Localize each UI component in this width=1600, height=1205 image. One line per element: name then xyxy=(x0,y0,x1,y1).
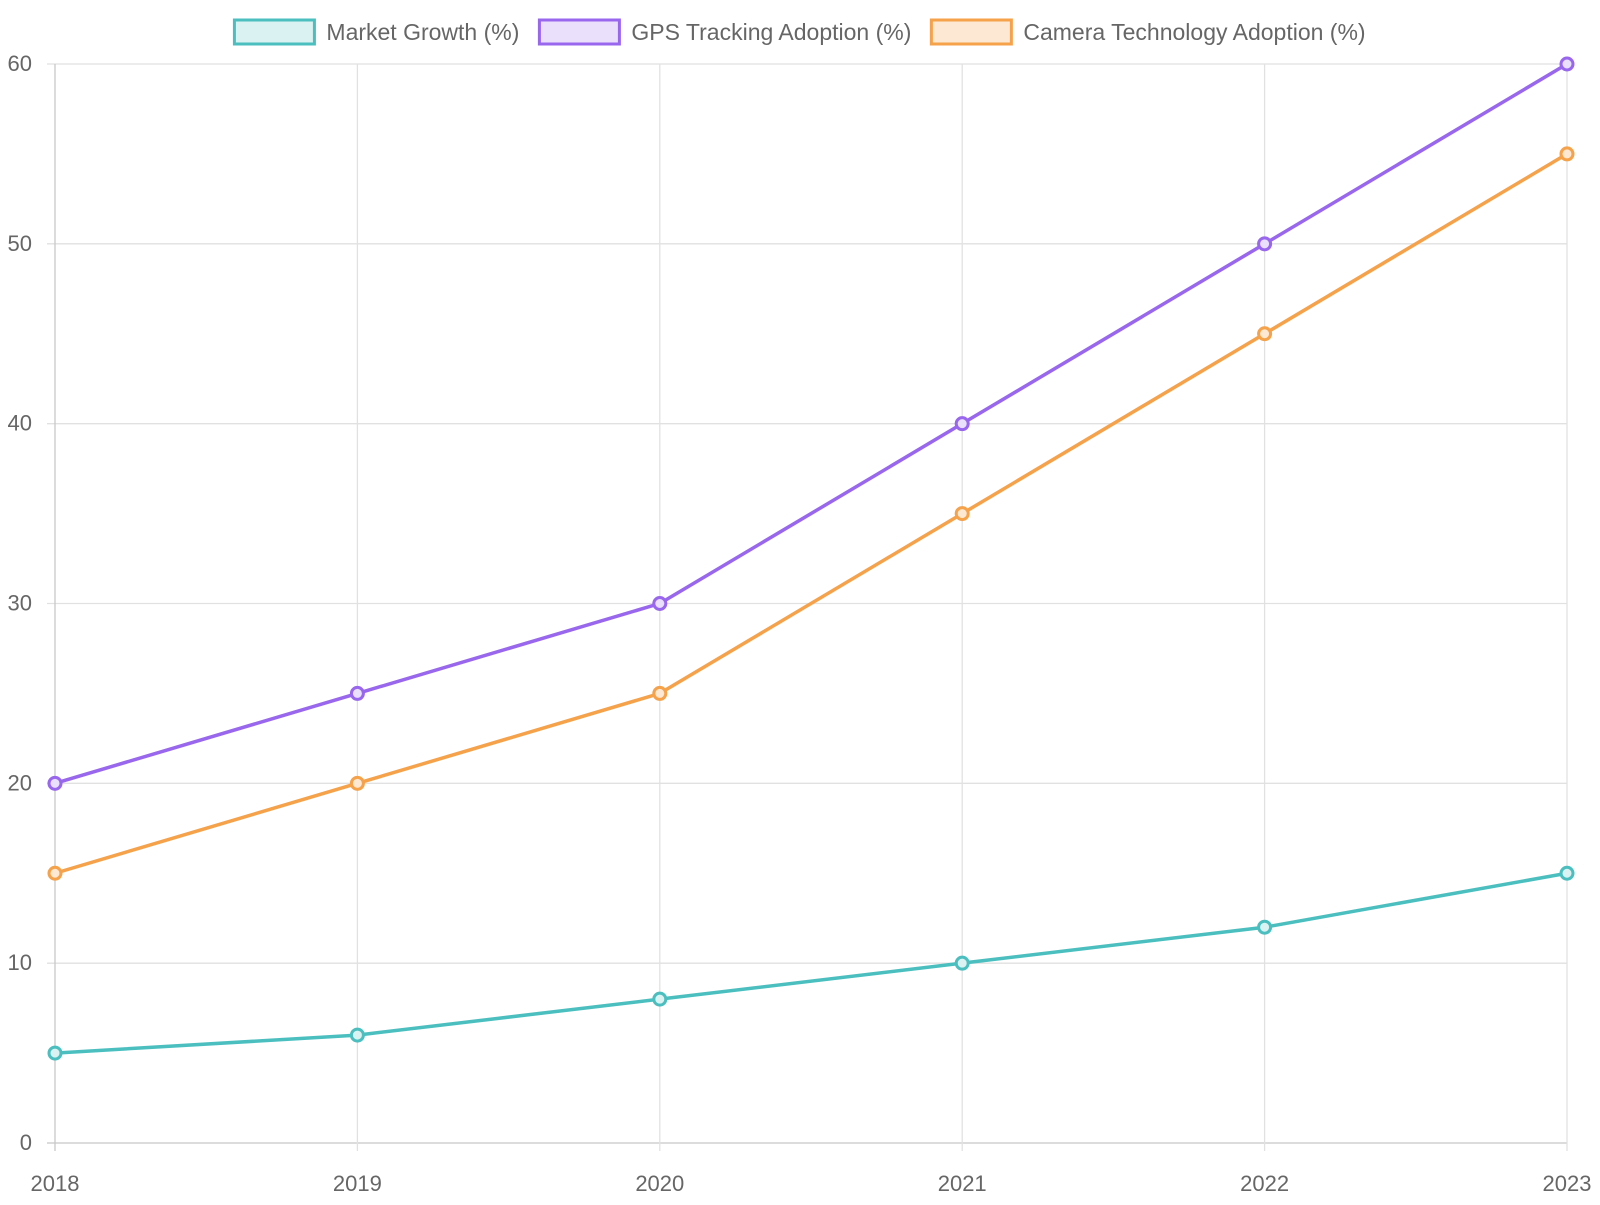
x-tick-label: 2018 xyxy=(31,1171,80,1196)
x-tick-label: 2021 xyxy=(938,1171,987,1196)
data-point[interactable] xyxy=(47,865,63,881)
legend-swatch xyxy=(232,18,316,46)
data-point[interactable] xyxy=(652,596,668,611)
data-point[interactable] xyxy=(349,685,365,701)
series-line xyxy=(54,152,1568,875)
data-point[interactable] xyxy=(652,991,668,1007)
series-2 xyxy=(47,146,1575,881)
data-point[interactable] xyxy=(47,1045,63,1061)
data-point[interactable] xyxy=(349,775,365,791)
data-point[interactable] xyxy=(1257,236,1273,252)
y-tick-label: 30 xyxy=(8,591,32,616)
legend-item-2[interactable]: Camera Technology Adoption (%) xyxy=(929,18,1366,46)
legend-item-1[interactable]: GPS Tracking Adoption (%) xyxy=(537,18,911,46)
data-point[interactable] xyxy=(954,506,970,522)
series-0 xyxy=(47,865,1575,1061)
data-point[interactable] xyxy=(47,775,63,791)
legend-label: Camera Technology Adoption (%) xyxy=(1023,19,1365,45)
x-tick-label: 2019 xyxy=(333,1171,382,1196)
data-point[interactable] xyxy=(1257,919,1273,935)
series-line xyxy=(54,871,1568,1055)
data-point[interactable] xyxy=(652,685,668,701)
data-point[interactable] xyxy=(1559,865,1575,881)
y-tick-label: 20 xyxy=(8,770,32,795)
series-line xyxy=(54,62,1568,786)
data-point[interactable] xyxy=(954,955,970,971)
x-tick-label: 2020 xyxy=(635,1171,684,1196)
y-tick-label: 50 xyxy=(8,231,32,256)
y-tick-label: 60 xyxy=(8,51,32,76)
x-tick-label: 2022 xyxy=(1240,1171,1289,1196)
data-point[interactable] xyxy=(954,416,970,432)
legend-swatch xyxy=(929,18,1013,46)
axes: 0 10 20 30 40 50 60 2018 2019 2020 2021 2022 2023 xyxy=(8,51,1592,1196)
legend-label: GPS Tracking Adoption (%) xyxy=(631,19,911,45)
legend-item-0[interactable]: Market Growth (%) xyxy=(232,18,519,46)
series-lines xyxy=(47,56,1575,1061)
y-tick-label: 10 xyxy=(8,950,32,975)
data-point[interactable] xyxy=(1559,56,1575,72)
data-point[interactable] xyxy=(1257,326,1273,342)
legend: Market Growth (%) GPS Tracking Adoption (… xyxy=(232,18,1366,46)
y-tick-label: 0 xyxy=(20,1130,32,1155)
data-point[interactable] xyxy=(1559,146,1575,162)
series-1 xyxy=(47,56,1575,791)
x-tick-label: 2023 xyxy=(1543,1171,1592,1196)
data-point[interactable] xyxy=(349,1027,365,1043)
legend-swatch xyxy=(537,18,621,46)
y-tick-label: 40 xyxy=(8,411,32,436)
legend-label: Market Growth (%) xyxy=(326,19,519,45)
